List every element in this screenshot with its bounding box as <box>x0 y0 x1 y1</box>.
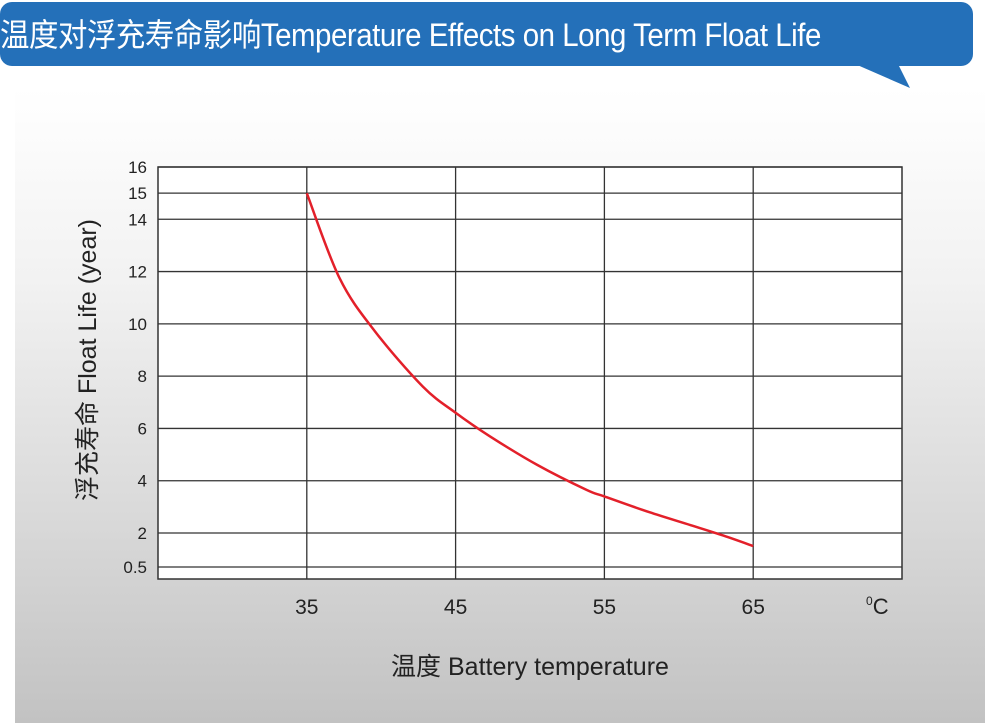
y-tick-label: 12 <box>128 263 147 282</box>
y-tick-label: 10 <box>128 315 147 334</box>
x-tick-label: 65 <box>742 596 765 619</box>
banner-tail <box>855 64 910 88</box>
y-tick-labels: 0.5 2 4 6 8 10 12 14 15 16 <box>123 158 147 577</box>
y-tick-label: 6 <box>138 419 147 438</box>
y-tick-label: 2 <box>138 524 147 543</box>
series-line <box>305 192 754 548</box>
y-tick-label: 4 <box>138 472 147 491</box>
x-tick-label: 35 <box>295 596 318 619</box>
chart-title: 温度对浮充寿命影响Temperature Effects on Long Ter… <box>0 17 821 53</box>
x-unit-label: 0C <box>866 594 889 619</box>
grid <box>157 166 903 580</box>
y-tick-label: 16 <box>128 158 147 177</box>
y-tick-label: 0.5 <box>123 558 147 577</box>
y-tick-label: 14 <box>128 210 147 229</box>
y-tick-label: 15 <box>128 184 147 203</box>
x-tick-label: 45 <box>444 596 467 619</box>
plot-area <box>158 167 902 579</box>
y-axis-label: 浮充寿命 Float Life (year) <box>74 219 102 501</box>
title-banner <box>0 2 973 66</box>
x-tick-labels: 35 45 55 65 <box>295 596 765 619</box>
y-tick-label: 8 <box>138 367 147 386</box>
x-tick-label: 55 <box>593 596 616 619</box>
x-axis-label: 温度 Battery temperature <box>391 653 669 681</box>
